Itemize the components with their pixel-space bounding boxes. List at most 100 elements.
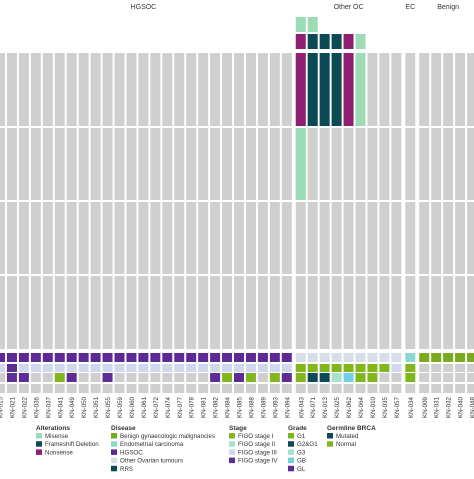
- sample-label: KN-059: [117, 396, 124, 418]
- sample-label: KN-013: [322, 396, 329, 418]
- legend-swatch: [327, 441, 333, 447]
- grid-cell: [343, 128, 354, 200]
- legend-swatch: [36, 433, 42, 439]
- annotation-cell: [234, 353, 244, 362]
- annotation-cell: [245, 384, 256, 393]
- annotation-cell: [269, 353, 280, 362]
- grid-cell: [114, 276, 125, 349]
- annotation-cell: [78, 384, 89, 393]
- grid-cell: [443, 276, 454, 349]
- top-bar-segment: [343, 34, 354, 49]
- sample-label: KN-041: [57, 396, 64, 418]
- group-label: EC: [405, 4, 415, 11]
- annotation-cell: [331, 353, 342, 362]
- annotation-cell: [114, 373, 125, 382]
- annotation-cell: [6, 384, 17, 393]
- annotation-cell: [431, 353, 442, 362]
- annotation-cell: [367, 364, 378, 372]
- legend-swatch: [111, 465, 117, 472]
- annotation-cell: [90, 373, 101, 382]
- legend-label: G2&G1: [297, 441, 318, 448]
- annotation-cell: [66, 384, 77, 393]
- grid-cell: [150, 202, 161, 274]
- grid-cell: [431, 276, 442, 349]
- alteration-cell: [343, 53, 354, 126]
- sample-label: KN-084: [225, 396, 232, 418]
- top-bar-segment: [319, 34, 330, 49]
- grid-cell: [6, 202, 17, 274]
- annotation-cell: [343, 384, 354, 393]
- grid-cell: [257, 202, 268, 274]
- grid-cell: [467, 53, 474, 126]
- legend-label: Mutated: [336, 433, 359, 440]
- annotation-cell: [281, 364, 292, 372]
- sample-label: KN-055: [105, 396, 112, 418]
- top-bar-segment: [307, 34, 318, 49]
- grid-cell: [210, 128, 221, 200]
- grid-cell: [102, 128, 113, 200]
- annotation-cell: [379, 353, 390, 362]
- grid-cell: [391, 202, 402, 274]
- sample-label: KN-036: [33, 396, 40, 418]
- grid-cell: [30, 202, 41, 274]
- annotation-cell: [54, 373, 65, 382]
- annotation-cell: [138, 373, 149, 382]
- legend-label: GL: [297, 466, 306, 473]
- annotation-cell: [0, 353, 5, 362]
- grid-cell: [443, 202, 454, 274]
- grid-cell: [419, 276, 430, 349]
- annotation-cell: [18, 373, 29, 382]
- annotation-cell: [126, 364, 137, 372]
- legend-swatch: [36, 441, 42, 447]
- annotation-cell: [162, 373, 173, 382]
- grid-cell: [455, 276, 466, 349]
- annotation-cell: [186, 384, 197, 393]
- annotation-cell: [391, 364, 402, 372]
- grid-cell: [78, 202, 89, 274]
- sample-label: KN-022: [21, 396, 28, 418]
- grid-cell: [186, 202, 197, 274]
- legend-swatch: [288, 449, 294, 455]
- sample-label: KN-074: [165, 396, 172, 418]
- alteration-cell: [319, 53, 330, 126]
- legend-label: FIGO stage I: [238, 433, 274, 440]
- annotation-cell: [30, 384, 41, 393]
- annotation-cell: [222, 353, 233, 362]
- legend-label: RRS: [120, 466, 133, 473]
- grid-cell: [343, 276, 354, 349]
- grid-cell: [78, 128, 89, 200]
- annotation-cell: [42, 384, 53, 393]
- annotation-cell: [66, 373, 77, 382]
- annotation-cell: [367, 353, 378, 362]
- grid-cell: [102, 202, 113, 274]
- grid-cell: [319, 128, 330, 200]
- grid-cell: [54, 202, 65, 274]
- grid-cell: [319, 276, 330, 349]
- sample-label: KN-060: [129, 396, 136, 418]
- grid-cell: [54, 276, 65, 349]
- annotation-cell: [114, 364, 125, 372]
- grid-cell: [150, 53, 161, 126]
- legend-label: FIGO stage III: [238, 449, 277, 456]
- annotation-cell: [186, 364, 197, 372]
- sample-label: KN-061: [141, 396, 148, 418]
- grid-cell: [391, 276, 402, 349]
- grid-cell: [30, 276, 41, 349]
- grid-cell: [419, 202, 430, 274]
- annotation-cell: [443, 364, 454, 372]
- sample-label: KN-072: [153, 396, 160, 418]
- annotation-cell: [405, 364, 416, 372]
- top-bar-segment: [295, 34, 306, 49]
- sample-label: KN-035: [382, 396, 389, 418]
- annotation-cell: [42, 364, 53, 372]
- legend-label: Normal: [336, 441, 356, 448]
- sample-label: KN-040: [458, 396, 465, 418]
- annotation-cell: [174, 353, 185, 362]
- grid-cell: [455, 128, 466, 200]
- annotation-cell: [6, 364, 17, 372]
- grid-cell: [66, 276, 77, 349]
- annotation-cell: [295, 353, 306, 362]
- annotation-cell: [405, 353, 416, 362]
- annotation-cell: [90, 364, 101, 372]
- grid-cell: [355, 276, 366, 349]
